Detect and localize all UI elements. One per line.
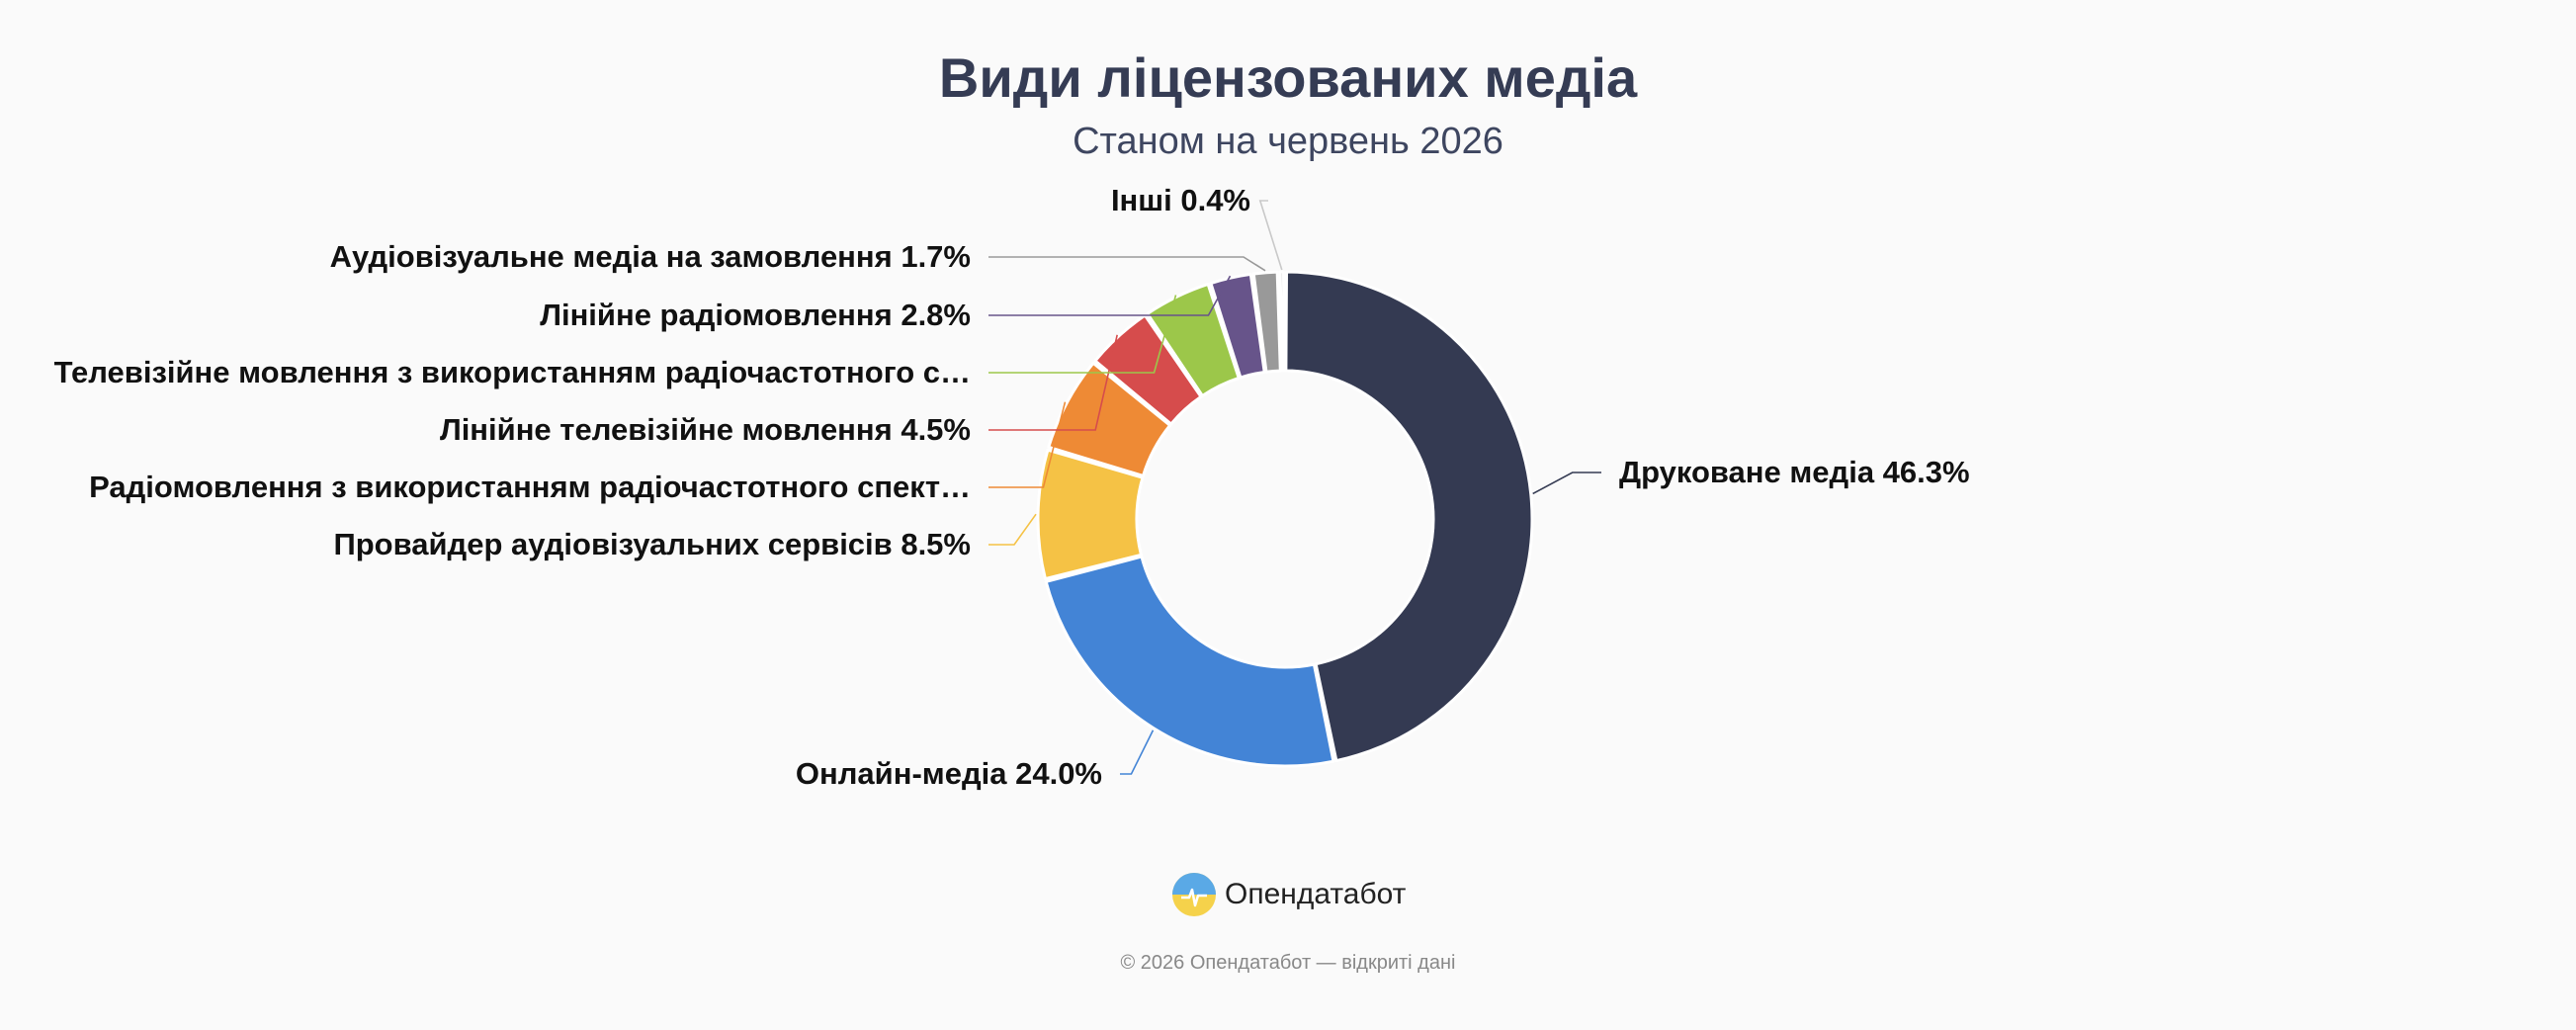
leader-line [988, 275, 1232, 316]
brand-name: Опендатабот [1225, 878, 1407, 910]
leader-line [1120, 730, 1155, 775]
slice-label: Інші 0.4% [1111, 183, 1250, 217]
donut-slice[interactable] [1278, 270, 1286, 373]
leader-line [1532, 472, 1601, 495]
footer-copyright: © 2026 Опендатабот — відкриті дані [1120, 952, 1456, 974]
slice-label: Друковане медіа 46.3% [1619, 455, 1970, 489]
leader-line [988, 256, 1266, 272]
donut-slice[interactable] [1251, 270, 1282, 374]
donut-slice[interactable] [1093, 313, 1203, 426]
slice-label: Онлайн-медіа 24.0% [796, 756, 1102, 791]
leader-line [988, 513, 1037, 546]
leader-line [1258, 200, 1283, 271]
chart-title: Види ліцензованих медіа [938, 46, 1638, 109]
brand: Опендатабот [1171, 872, 1406, 917]
slice-label: Аудіовізуальне медіа на замовлення 1.7% [330, 239, 971, 274]
leader-line [988, 295, 1177, 374]
slice-label: Радіомовлення з використанням радіочасто… [89, 470, 971, 504]
donut-slice[interactable] [1036, 448, 1145, 581]
slice-label: Лінійне телевізійне мовлення 4.5% [440, 412, 971, 447]
slice-label: Провайдер аудіовізуальних сервісів 8.5% [333, 527, 971, 561]
donut-slice[interactable] [1209, 272, 1266, 380]
donut-slice[interactable] [1047, 361, 1172, 477]
slice-label: Телевізійне мовлення з використанням рад… [54, 355, 971, 389]
donut-slice[interactable] [1044, 555, 1335, 768]
opendatabot-logo-icon [1172, 873, 1216, 916]
slice-label: Лінійне радіомовлення 2.8% [540, 298, 971, 332]
donut-slice[interactable] [1284, 270, 1534, 763]
leader-line [988, 334, 1118, 431]
chart-subtitle: Станом на червень 2026 [1073, 121, 1503, 162]
